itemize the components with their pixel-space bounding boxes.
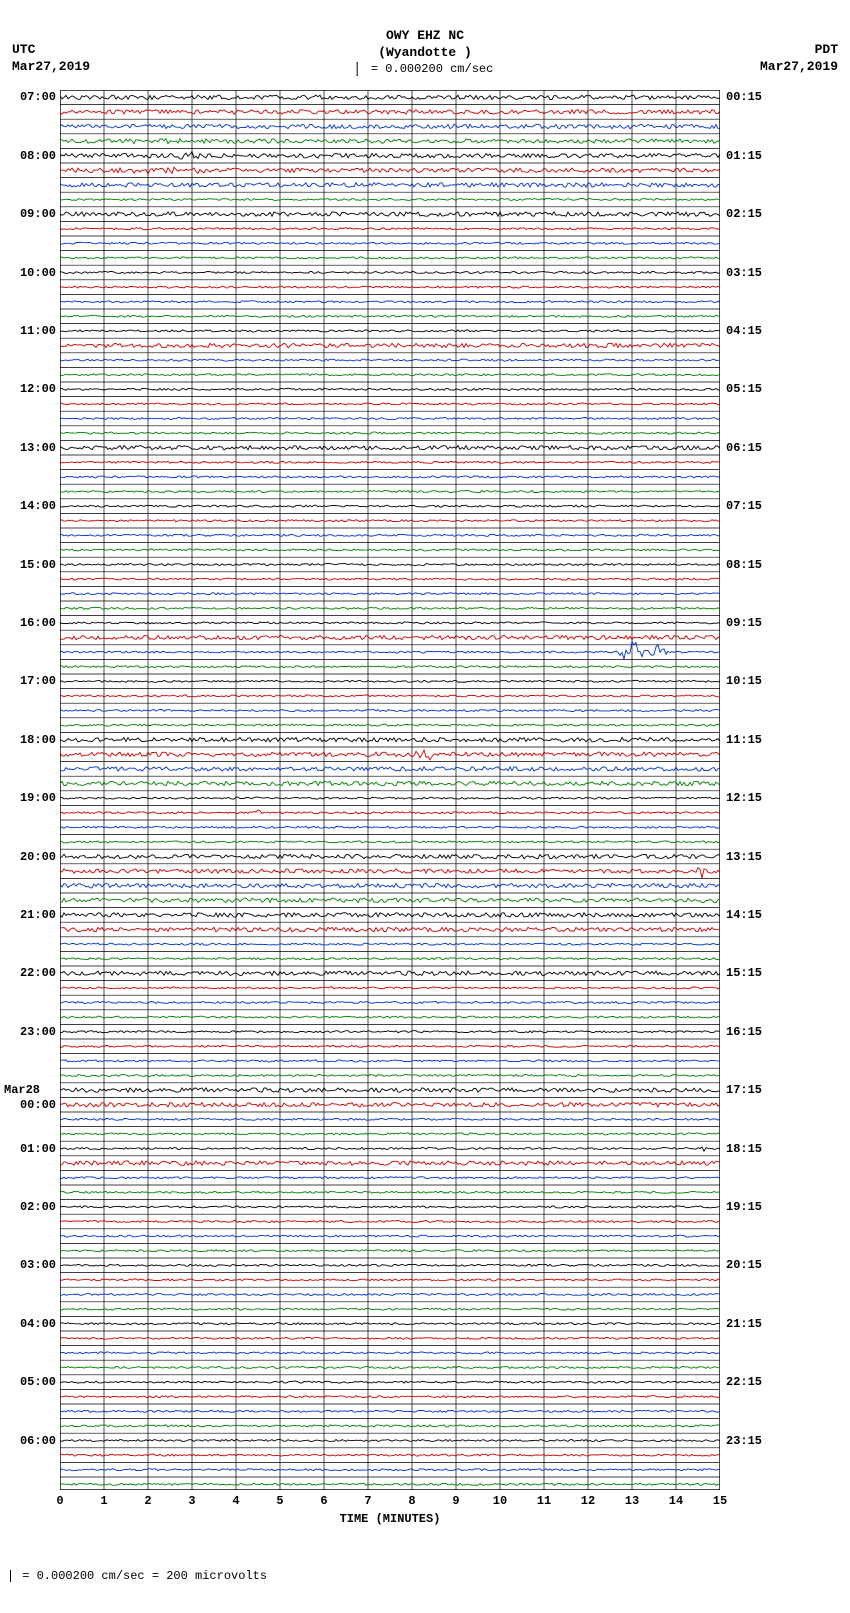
tz-left: UTC Mar27,2019 — [12, 42, 90, 76]
x-tick-label: 9 — [452, 1494, 459, 1508]
right-time-label: 00:15 — [726, 90, 762, 104]
x-tick-label: 15 — [713, 1494, 727, 1508]
right-time-label: 14:15 — [726, 908, 762, 922]
right-time-label: 21:15 — [726, 1317, 762, 1331]
left-time-label: 23:00 — [20, 1025, 56, 1039]
left-time-label: 01:00 — [20, 1142, 56, 1156]
tz-right-label: PDT — [760, 42, 838, 59]
footer-scale: = 0.000200 cm/sec = 200 microvolts — [6, 1569, 267, 1583]
x-tick-label: 14 — [669, 1494, 683, 1508]
right-time-label: 07:15 — [726, 499, 762, 513]
right-time-label: 06:15 — [726, 441, 762, 455]
x-tick-label: 4 — [232, 1494, 239, 1508]
x-tick-label: 11 — [537, 1494, 551, 1508]
x-tick-label: 7 — [364, 1494, 371, 1508]
station-code: OWY EHZ NC — [0, 28, 850, 45]
right-time-label: 15:15 — [726, 966, 762, 980]
left-time-label: 09:00 — [20, 207, 56, 221]
left-time-label: 03:00 — [20, 1258, 56, 1272]
seismogram-plot — [60, 90, 720, 1490]
x-axis-title: TIME (MINUTES) — [60, 1512, 720, 1526]
x-tick-label: 0 — [56, 1494, 63, 1508]
chart-header: OWY EHZ NC (Wyandotte ) — [0, 28, 850, 62]
right-time-label: 16:15 — [726, 1025, 762, 1039]
scale-bar-top: = 0.000200 cm/sec — [357, 62, 494, 76]
right-time-label: 01:15 — [726, 149, 762, 163]
right-time-label: 05:15 — [726, 382, 762, 396]
scale-icon — [10, 1570, 11, 1582]
left-time-label: 22:00 — [20, 966, 56, 980]
right-time-label: 23:15 — [726, 1434, 762, 1448]
x-tick-label: 13 — [625, 1494, 639, 1508]
x-tick-label: 10 — [493, 1494, 507, 1508]
left-time-label: 05:00 — [20, 1375, 56, 1389]
scale-text: = 0.000200 cm/sec — [371, 62, 493, 76]
left-time-label: 11:00 — [20, 324, 56, 338]
tz-right-date: Mar27,2019 — [760, 59, 838, 76]
left-time-label: 15:00 — [20, 558, 56, 572]
x-tick-label: 12 — [581, 1494, 595, 1508]
x-tick-label: 2 — [144, 1494, 151, 1508]
seismogram-svg — [60, 90, 720, 1490]
left-time-label: 06:00 — [20, 1434, 56, 1448]
right-time-label: 22:15 — [726, 1375, 762, 1389]
x-tick-label: 1 — [100, 1494, 107, 1508]
x-tick-label: 3 — [188, 1494, 195, 1508]
tz-left-label: UTC — [12, 42, 90, 59]
right-time-label: 10:15 — [726, 674, 762, 688]
right-time-label: 04:15 — [726, 324, 762, 338]
left-time-label: 04:00 — [20, 1317, 56, 1331]
right-time-label: 03:15 — [726, 266, 762, 280]
left-time-label: 08:00 — [20, 149, 56, 163]
left-time-label: 16:00 — [20, 616, 56, 630]
left-time-label: 21:00 — [20, 908, 56, 922]
left-time-label: 18:00 — [20, 733, 56, 747]
left-time-label: 00:00 — [20, 1098, 56, 1112]
left-time-label: 17:00 — [20, 674, 56, 688]
right-time-label: 09:15 — [726, 616, 762, 630]
scale-icon — [357, 62, 358, 76]
left-time-label: 20:00 — [20, 850, 56, 864]
left-time-label: 14:00 — [20, 499, 56, 513]
right-time-label: 20:15 — [726, 1258, 762, 1272]
tz-left-date: Mar27,2019 — [12, 59, 90, 76]
left-time-label: 19:00 — [20, 791, 56, 805]
left-time-label: 10:00 — [20, 266, 56, 280]
station-location: (Wyandotte ) — [0, 45, 850, 62]
right-time-label: 17:15 — [726, 1083, 762, 1097]
right-time-label: 08:15 — [726, 558, 762, 572]
left-time-label: 07:00 — [20, 90, 56, 104]
right-time-label: 19:15 — [726, 1200, 762, 1214]
right-time-label: 12:15 — [726, 791, 762, 805]
left-time-label: 13:00 — [20, 441, 56, 455]
x-tick-label: 8 — [408, 1494, 415, 1508]
left-time-label: 02:00 — [20, 1200, 56, 1214]
right-time-label: 02:15 — [726, 207, 762, 221]
right-time-label: 11:15 — [726, 733, 762, 747]
x-tick-label: 5 — [276, 1494, 283, 1508]
left-time-label: 12:00 — [20, 382, 56, 396]
x-tick-label: 6 — [320, 1494, 327, 1508]
left-time-label: Mar28 — [4, 1083, 40, 1097]
tz-right: PDT Mar27,2019 — [760, 42, 838, 76]
right-time-label: 13:15 — [726, 850, 762, 864]
right-time-label: 18:15 — [726, 1142, 762, 1156]
footer-text: = 0.000200 cm/sec = 200 microvolts — [22, 1569, 267, 1583]
